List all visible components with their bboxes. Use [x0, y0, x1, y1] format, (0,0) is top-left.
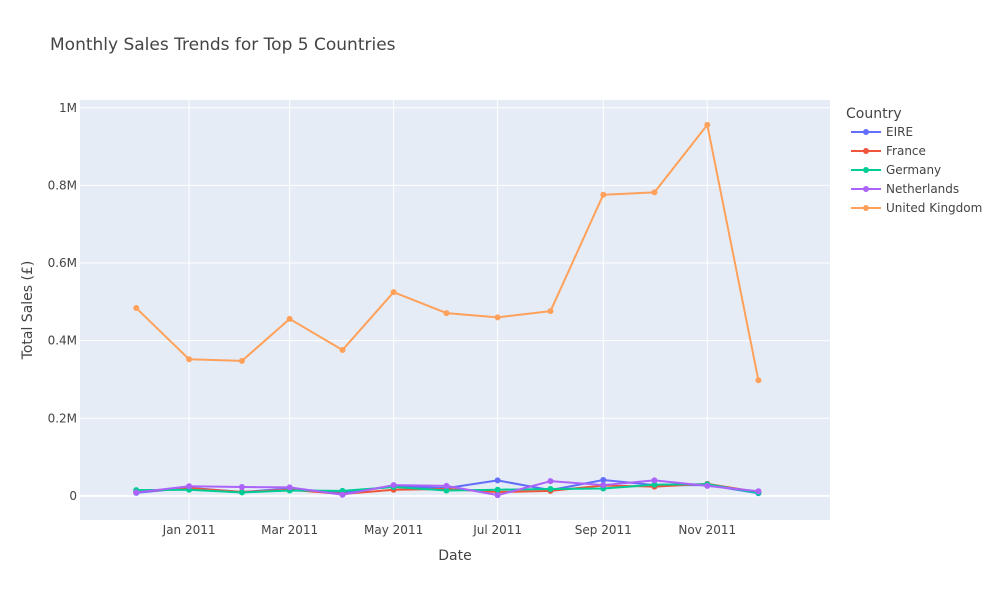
data-point-united-kingdom[interactable]	[238, 357, 245, 364]
data-point-united-kingdom[interactable]	[286, 315, 293, 322]
data-point-netherlands[interactable]	[286, 484, 293, 491]
data-point-netherlands[interactable]	[339, 491, 346, 498]
legend-label: United Kingdom	[886, 201, 982, 215]
x-tick-label: Jan 2011	[162, 523, 216, 537]
data-point-netherlands[interactable]	[186, 483, 193, 490]
legend-label: France	[886, 144, 926, 158]
axis-ticks: 0 0.2M 0.4M 0.6M 0.8M 1M Jan 2011 Mar 2011 May 2…	[48, 101, 737, 537]
data-point-netherlands[interactable]	[390, 482, 397, 489]
legend-swatch-marker	[863, 167, 869, 173]
data-point-eire[interactable]	[600, 477, 607, 484]
data-point-united-kingdom[interactable]	[600, 191, 607, 198]
x-tick-label: Nov 2011	[678, 523, 736, 537]
x-tick-label: Sep 2011	[575, 523, 632, 537]
data-point-germany[interactable]	[547, 485, 554, 492]
data-point-netherlands[interactable]	[704, 482, 711, 489]
data-point-united-kingdom[interactable]	[390, 289, 397, 296]
data-point-united-kingdom[interactable]	[186, 356, 193, 363]
legend-item-eire[interactable]: EIRE	[851, 125, 913, 139]
legend-label: Netherlands	[886, 182, 959, 196]
legend-swatch-marker	[863, 205, 869, 211]
x-tick-label: May 2011	[364, 523, 423, 537]
data-point-germany[interactable]	[494, 486, 501, 493]
legend-swatch-marker	[863, 148, 869, 154]
series-united-kingdom[interactable]	[133, 121, 762, 384]
data-point-eire[interactable]	[494, 477, 501, 484]
legend[interactable]: Country EIRE France Germany Netherlands Unit…	[846, 106, 982, 215]
legend-label: Germany	[886, 163, 941, 177]
legend-title: Country	[846, 106, 902, 122]
data-point-netherlands[interactable]	[600, 482, 607, 489]
data-point-germany[interactable]	[651, 481, 658, 488]
data-point-netherlands[interactable]	[755, 488, 762, 495]
plot-background	[80, 100, 830, 520]
data-point-netherlands[interactable]	[238, 484, 245, 491]
data-point-united-kingdom[interactable]	[443, 310, 450, 317]
data-point-netherlands[interactable]	[133, 489, 140, 496]
data-point-netherlands[interactable]	[651, 477, 658, 484]
y-tick-label: 0.2M	[48, 411, 77, 425]
data-point-germany[interactable]	[443, 487, 450, 494]
x-axis-title: Date	[438, 548, 471, 564]
y-tick-label: 0.6M	[48, 256, 77, 270]
y-axis-title: Total Sales (£)	[20, 261, 36, 361]
y-tick-label: 0.4M	[48, 334, 77, 348]
gridlines	[80, 100, 830, 520]
data-point-netherlands[interactable]	[547, 478, 554, 485]
y-tick-label: 0	[69, 489, 77, 503]
series-layer	[133, 121, 762, 499]
data-point-united-kingdom[interactable]	[704, 121, 711, 128]
x-tick-label: Jul 2011	[472, 523, 522, 537]
legend-item-germany[interactable]: Germany	[851, 163, 941, 177]
data-point-united-kingdom[interactable]	[494, 314, 501, 321]
chart-title: Monthly Sales Trends for Top 5 Countries	[50, 35, 396, 55]
legend-item-netherlands[interactable]: Netherlands	[851, 182, 959, 196]
data-point-united-kingdom[interactable]	[133, 305, 140, 312]
data-point-netherlands[interactable]	[494, 492, 501, 499]
x-tick-label: Mar 2011	[261, 523, 318, 537]
data-point-germany[interactable]	[238, 489, 245, 496]
legend-label: EIRE	[886, 125, 913, 139]
legend-item-france[interactable]: France	[851, 144, 926, 158]
y-tick-label: 0.8M	[48, 178, 77, 192]
data-point-united-kingdom[interactable]	[339, 346, 346, 353]
data-point-united-kingdom[interactable]	[755, 377, 762, 384]
y-tick-label: 1M	[59, 101, 77, 115]
data-point-united-kingdom[interactable]	[651, 189, 658, 196]
series-netherlands[interactable]	[133, 477, 762, 499]
data-point-netherlands[interactable]	[443, 482, 450, 489]
data-point-united-kingdom[interactable]	[547, 308, 554, 315]
legend-swatch-marker	[863, 129, 869, 135]
legend-swatch-marker	[863, 186, 869, 192]
legend-item-united-kingdom[interactable]: United Kingdom	[851, 201, 982, 215]
